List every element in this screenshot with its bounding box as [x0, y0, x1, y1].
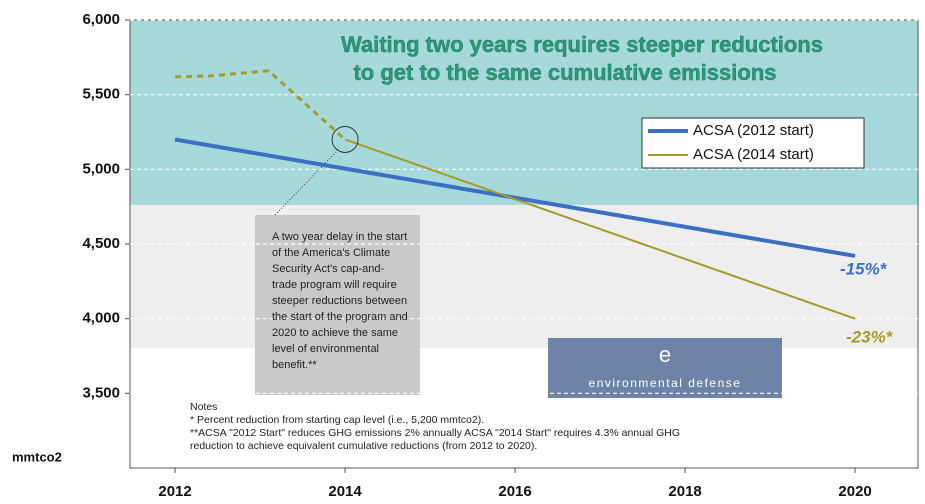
end-label: -23%*	[846, 327, 894, 346]
callout-text: trade program will require	[272, 279, 397, 291]
callout-text: 2020 to achieve the same	[272, 327, 398, 339]
end-label: -15%*	[840, 259, 888, 278]
series-line	[344, 138, 856, 320]
callout-text: the start of the program and	[272, 311, 408, 323]
legend-label: ACSA (2012 start)	[693, 122, 814, 139]
band-top	[130, 20, 918, 205]
highlight-circle	[331, 125, 359, 153]
x-tick-label: 2016	[498, 483, 531, 500]
y-tick-label: 4,000	[82, 310, 120, 327]
callout-text: A two year delay in the start	[272, 231, 407, 243]
callout-text: level of environmental	[272, 343, 379, 355]
series-line	[175, 69, 347, 141]
note: reduction to achieve equivalent cumulati…	[190, 440, 537, 452]
y-axis-label: mmtco2	[12, 449, 62, 464]
callout-text: Security Act's cap-and-	[272, 263, 384, 275]
y-tick-label: 6,000	[82, 11, 120, 28]
callout-leader	[274, 147, 341, 216]
legend-box	[641, 117, 865, 169]
x-tick-label: 2018	[668, 483, 701, 500]
callout-box	[255, 215, 420, 395]
y-tick-label: 5,000	[82, 160, 120, 177]
legend-label: ACSA (2014 start)	[693, 146, 814, 163]
callout-text: of the America's Climate	[272, 247, 390, 259]
chart-title: to get to the same cumulative emissions	[353, 60, 776, 85]
callout-text: steeper reductions between	[272, 295, 407, 307]
x-tick-label: 2012	[158, 483, 191, 500]
callout-text: benefit.**	[272, 359, 317, 371]
y-tick-label: 5,500	[82, 86, 120, 103]
note: Notes	[190, 401, 217, 413]
y-tick-label: 4,500	[82, 235, 120, 252]
y-tick-label: 3,500	[82, 384, 120, 401]
band-middle	[130, 205, 918, 348]
logo-mark: e	[659, 342, 671, 367]
chart-title: Waiting two years requires steeper reduc…	[341, 32, 823, 57]
x-tick-label: 2020	[838, 483, 871, 500]
logo-text: environmental defense	[589, 376, 742, 390]
logo-box	[548, 338, 782, 398]
note: **ACSA "2012 Start" reduces GHG emission…	[190, 427, 680, 439]
series-line	[174, 137, 856, 258]
x-tick-label: 2014	[328, 483, 362, 500]
note: * Percent reduction from starting cap le…	[190, 414, 484, 426]
